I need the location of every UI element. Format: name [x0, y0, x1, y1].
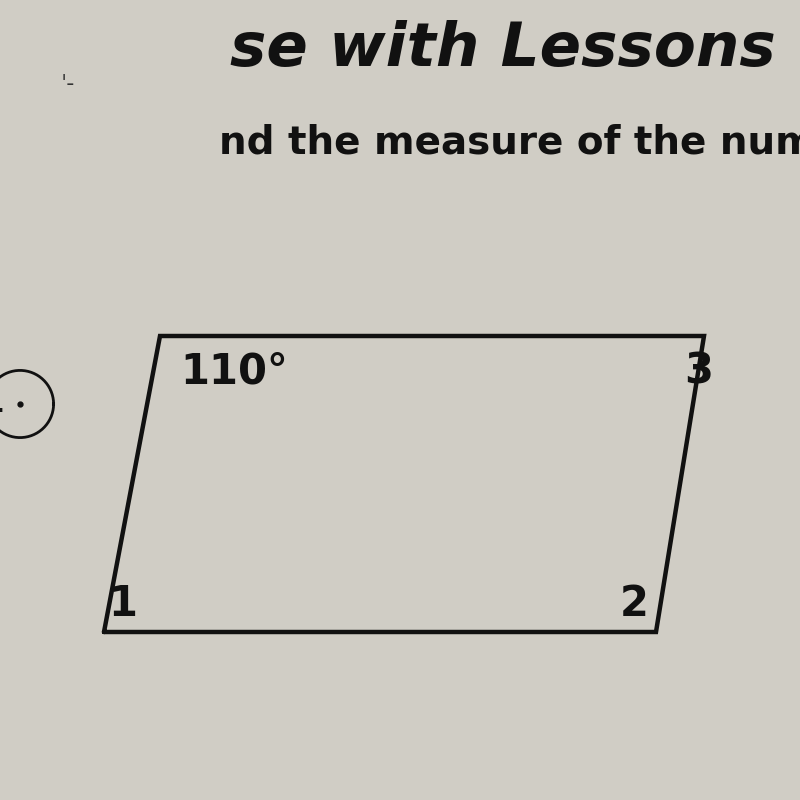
Text: 2: 2: [620, 583, 649, 625]
Text: nd the measure of the num: nd the measure of the num: [219, 124, 800, 162]
Text: se with Lessons 6: se with Lessons 6: [230, 20, 800, 79]
Text: 3: 3: [684, 351, 713, 393]
Text: .: .: [0, 390, 6, 418]
Text: 1: 1: [108, 583, 137, 625]
Text: ˈ-: ˈ-: [61, 74, 75, 94]
Text: 110°: 110°: [180, 351, 288, 393]
